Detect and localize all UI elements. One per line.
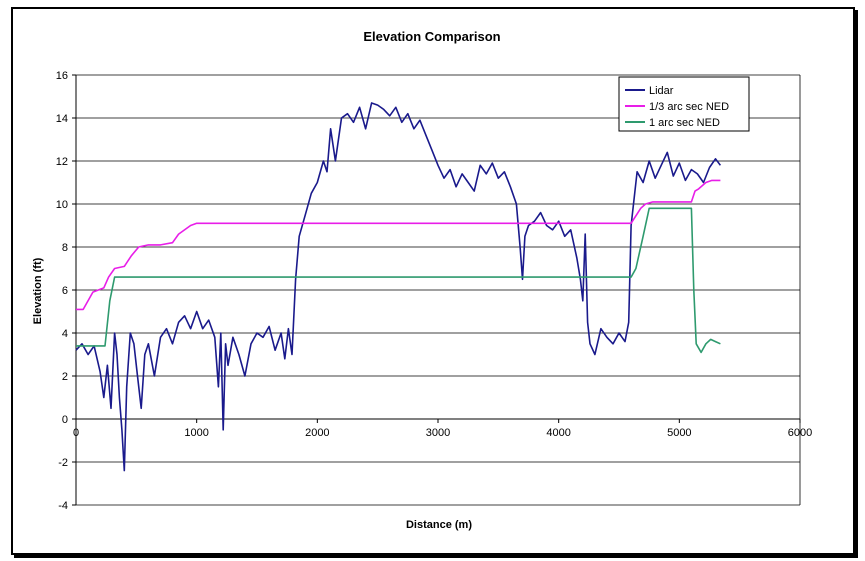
series-lines bbox=[75, 102, 722, 472]
y-tick-label: 14 bbox=[56, 113, 68, 125]
chart-title: Elevation Comparison bbox=[363, 29, 500, 44]
legend: Lidar 1/3 arc sec NED 1 arc sec NED bbox=[618, 76, 750, 132]
legend-label: Lidar bbox=[649, 85, 674, 97]
series-line-1-arc-sec-ned bbox=[76, 207, 721, 354]
legend-label: 1/3 arc sec NED bbox=[649, 101, 729, 113]
x-tick-label: 3000 bbox=[426, 427, 450, 439]
y-tick-label: 4 bbox=[62, 328, 68, 340]
grid-lines bbox=[76, 74, 801, 506]
axes: -4 -2 0 2 4 6 8 10 12 14 16 0 1000 2000 3000 4000 5000 60… bbox=[56, 70, 812, 512]
x-tick-label: 0 bbox=[73, 427, 79, 439]
x-tick-label: 1000 bbox=[184, 427, 208, 439]
x-tick-label: 2000 bbox=[305, 427, 329, 439]
y-tick-label: -4 bbox=[58, 500, 68, 512]
y-tick-label: 8 bbox=[62, 242, 68, 254]
y-tick-label: 10 bbox=[56, 199, 68, 211]
x-tick-label: 6000 bbox=[788, 427, 812, 439]
series-line-1-3-arc-sec-ned bbox=[76, 179, 721, 311]
x-axis-label: Distance (m) bbox=[406, 519, 472, 531]
y-tick-label: 16 bbox=[56, 70, 68, 82]
x-tick-label: 4000 bbox=[546, 427, 570, 439]
y-axis-label: Elevation (ft) bbox=[32, 257, 44, 324]
series-line-lidar bbox=[75, 102, 722, 472]
elevation-chart: Elevation Comparison -4 -2 0 2 4 6 8 10 12 14 16 0 1… bbox=[32, 29, 812, 531]
y-tick-label: 6 bbox=[62, 285, 68, 297]
y-tick-label: 2 bbox=[62, 371, 68, 383]
legend-label: 1 arc sec NED bbox=[649, 117, 720, 129]
y-tick-label: 0 bbox=[62, 414, 68, 426]
y-tick-label: 12 bbox=[56, 156, 68, 168]
chart-frame: Elevation Comparison -4 -2 0 2 4 6 8 10 12 14 16 0 1… bbox=[11, 7, 855, 555]
y-tick-label: -2 bbox=[58, 457, 68, 469]
x-tick-label: 5000 bbox=[667, 427, 691, 439]
